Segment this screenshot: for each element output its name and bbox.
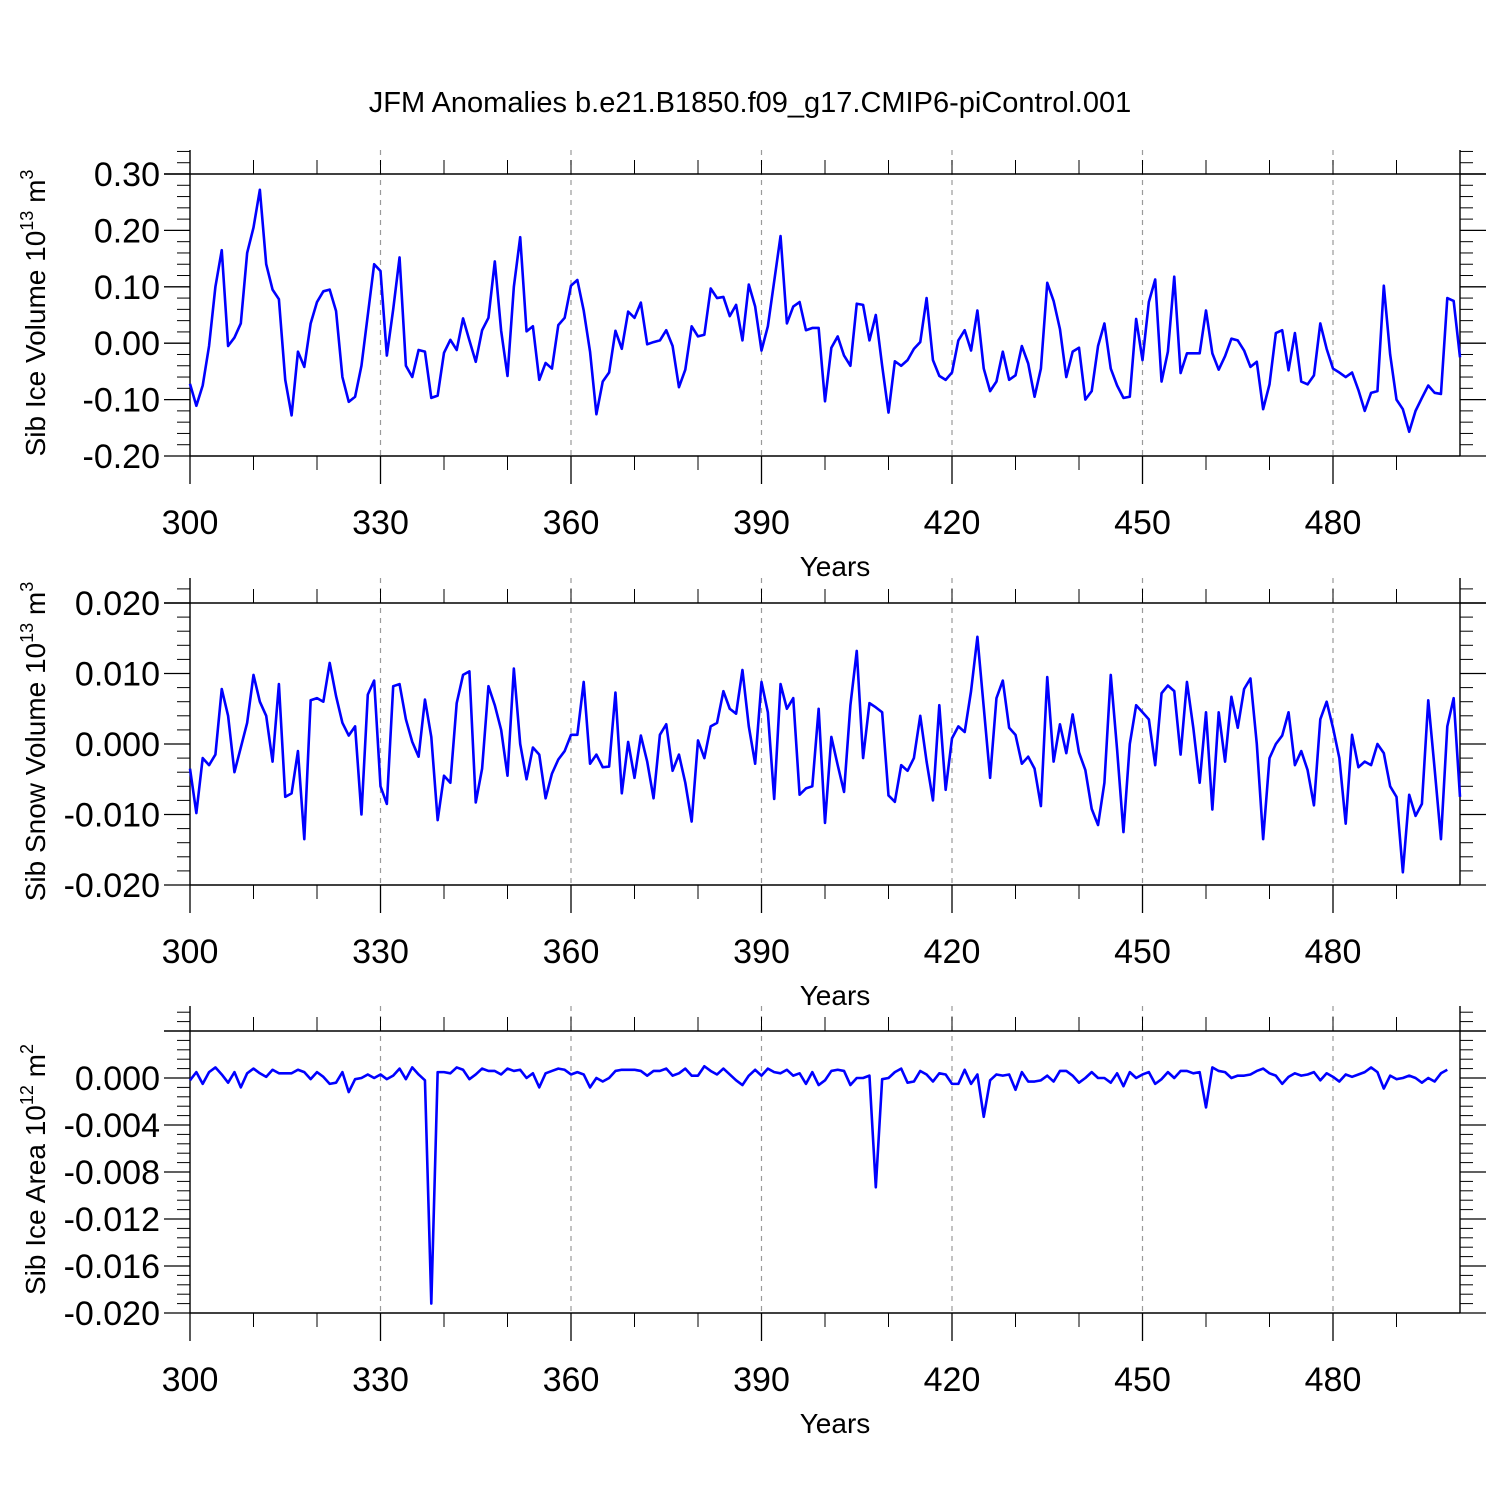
x-tick-label: 420 xyxy=(924,504,981,542)
x-tick-label: 390 xyxy=(733,1361,790,1399)
y-tick-label: 0.000 xyxy=(75,1060,160,1098)
y-tick-label: -0.004 xyxy=(64,1107,160,1145)
x-tick-label: 450 xyxy=(1114,504,1171,542)
x-tick-label: 300 xyxy=(162,933,219,971)
y-tick-label: 0.10 xyxy=(94,269,160,307)
x-axis-label: Years xyxy=(800,551,871,582)
x-tick-label: 330 xyxy=(352,504,409,542)
y-axis-label: Sib Ice Volume 1013 m3 xyxy=(17,170,51,457)
y-tick-label: -0.10 xyxy=(83,382,161,420)
x-tick-label: 360 xyxy=(543,933,600,971)
x-tick-label: 390 xyxy=(733,933,790,971)
y-tick-label: -0.020 xyxy=(64,867,160,905)
y-tick-label: 0.20 xyxy=(94,212,160,250)
x-tick-label: 390 xyxy=(733,504,790,542)
y-tick-label: -0.010 xyxy=(64,797,160,835)
x-tick-label: 480 xyxy=(1305,1361,1362,1399)
y-tick-label: 0.00 xyxy=(94,325,160,363)
chart-panel-1: -0.20 -0.10 0.00 0.10 0.20 0.30 300 330 360 390 42… xyxy=(17,150,1486,582)
x-tick-label: 450 xyxy=(1114,933,1171,971)
y-tick-label: 0.000 xyxy=(75,726,160,764)
series-line xyxy=(188,1064,1448,1305)
x-tick-label: 300 xyxy=(162,504,219,542)
x-tick-label: 330 xyxy=(352,1361,409,1399)
y-tick-label: -0.020 xyxy=(64,1295,160,1333)
series-line xyxy=(188,635,1462,874)
y-axis-label: Sib Snow Volume 1013 m3 xyxy=(17,582,51,902)
x-tick-label: 450 xyxy=(1114,1361,1171,1399)
y-tick-label: 0.010 xyxy=(75,656,160,694)
y-tick-label: -0.012 xyxy=(64,1201,160,1239)
x-tick-label: 420 xyxy=(924,933,981,971)
y-tick-label: -0.008 xyxy=(64,1154,160,1192)
x-axis-label: Years xyxy=(800,980,871,1011)
x-tick-label: 480 xyxy=(1305,504,1362,542)
x-tick-label: 360 xyxy=(543,1361,600,1399)
y-tick-label: -0.20 xyxy=(83,438,161,476)
x-tick-label: 330 xyxy=(352,933,409,971)
figure-title: JFM Anomalies b.e21.B1850.f09_g17.CMIP6-… xyxy=(369,87,1132,119)
y-axis-label: Sib Ice Area 1012 m2 xyxy=(17,1044,51,1295)
x-tick-label: 420 xyxy=(924,1361,981,1399)
y-tick-label: -0.016 xyxy=(64,1248,160,1286)
x-tick-label: 360 xyxy=(543,504,600,542)
y-tick-label: 0.020 xyxy=(75,585,160,623)
x-axis-label: Years xyxy=(800,1408,871,1439)
chart-panel-3: -0.020 -0.016 -0.012 -0.008 -0.004 0.000 300 33… xyxy=(17,1006,1486,1439)
x-tick-label: 480 xyxy=(1305,933,1362,971)
series-line xyxy=(188,188,1462,434)
chart-panel-2: -0.020 -0.010 0.000 0.010 0.020 300 330 360 390 4… xyxy=(17,578,1486,1011)
y-tick-label: 0.30 xyxy=(94,156,160,194)
x-tick-label: 300 xyxy=(162,1361,219,1399)
